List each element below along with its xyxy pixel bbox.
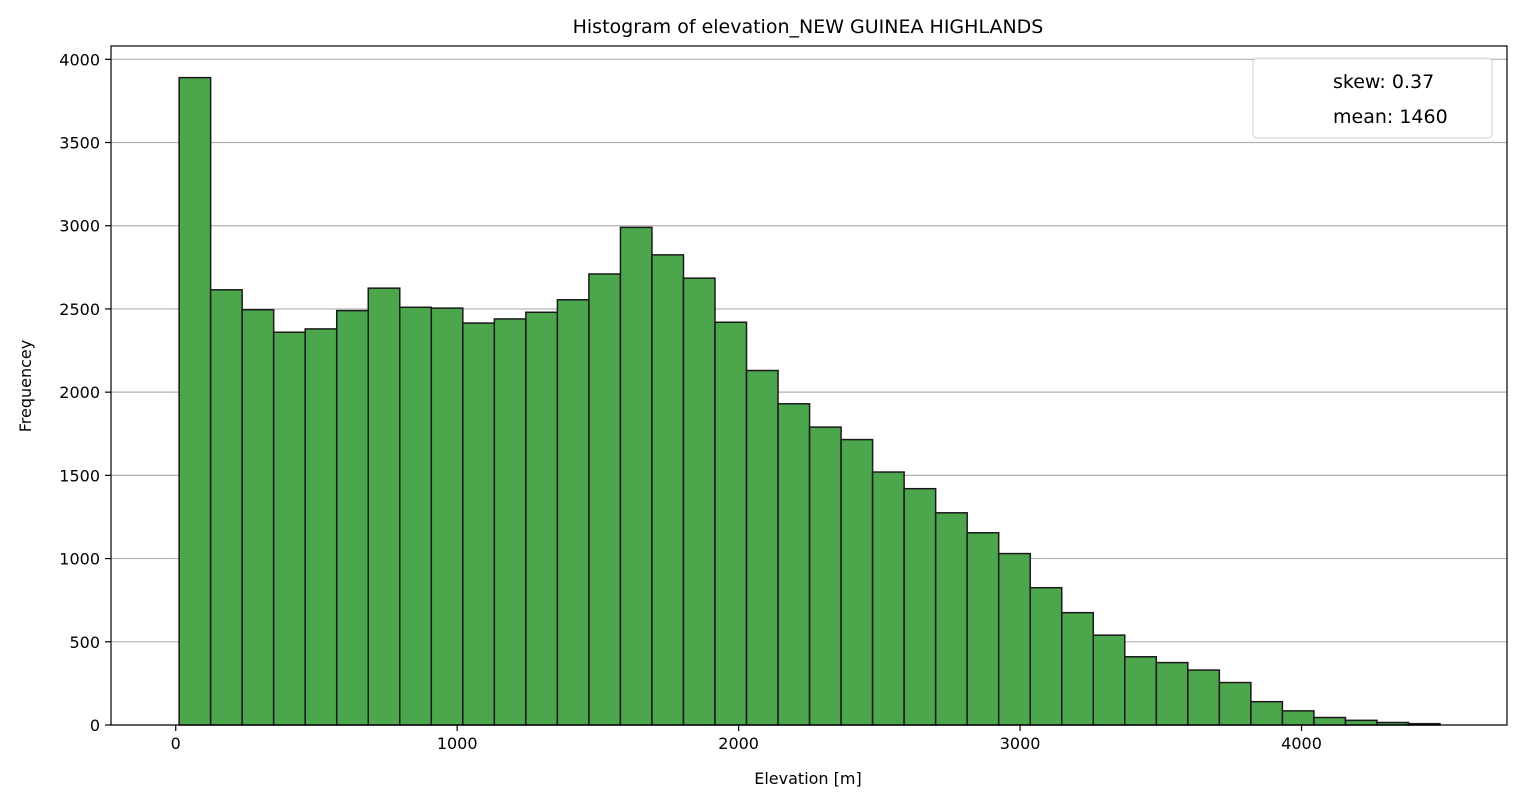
y-tick-label: 0	[90, 716, 100, 735]
histogram-bar	[525, 311, 559, 726]
histogram-bar	[777, 403, 811, 726]
histogram-bar	[241, 309, 275, 726]
histogram-bar	[588, 273, 622, 726]
y-axis-label: Frequencey	[16, 340, 35, 433]
plot-frame	[110, 45, 1508, 726]
y-tick-label: 1500	[59, 466, 100, 485]
histogram-bar	[1124, 656, 1158, 726]
x-axis-ticks: 0 1000 2000 3000 4000	[171, 725, 1322, 753]
histogram-bar	[682, 277, 716, 726]
x-tick-label: 4000	[1281, 734, 1322, 753]
histogram-bar	[1092, 634, 1126, 726]
histogram-bar	[1313, 716, 1347, 726]
legend-box	[1252, 57, 1493, 139]
histogram-bar	[1060, 611, 1095, 726]
histogram-bar	[871, 471, 905, 726]
y-axis-ticks: 0 500 1000 1500 2000 2500 3000 3500 4000	[59, 50, 111, 735]
histogram-bar	[272, 331, 306, 726]
histogram-bar	[1218, 681, 1252, 726]
y-tick-label: 4000	[59, 50, 100, 69]
x-tick-label: 1000	[437, 734, 478, 753]
y-tick-label: 3500	[59, 134, 100, 153]
histogram-bar	[714, 321, 748, 726]
histogram-bar	[1029, 586, 1063, 726]
y-tick-label: 500	[69, 633, 100, 652]
legend: skew: 0.37 mean: 1460	[1252, 57, 1493, 139]
y-tick-label: 2000	[59, 383, 100, 402]
histogram-bar	[209, 289, 243, 726]
histogram-bar	[178, 76, 212, 726]
histogram-bar	[651, 254, 685, 726]
x-tick-label: 3000	[1000, 734, 1041, 753]
x-axis-label: Elevation [m]	[754, 769, 861, 788]
histogram-bars	[178, 76, 1441, 726]
x-tick-label: 0	[171, 734, 181, 753]
histogram-bar	[619, 226, 653, 726]
histogram-bar	[1187, 669, 1221, 726]
chart-title: Histogram of elevation_NEW GUINEA HIGHLA…	[573, 16, 1044, 38]
y-tick-label: 1000	[59, 550, 100, 569]
histogram-bar	[934, 512, 968, 726]
histogram-bar	[997, 552, 1031, 726]
y-tick-label: 3000	[59, 217, 100, 236]
histogram-bar	[335, 309, 369, 726]
legend-entry-skew: skew: 0.37	[1333, 71, 1434, 93]
legend-entry-mean: mean: 1460	[1333, 106, 1448, 128]
histogram-bar	[493, 318, 527, 726]
histogram-bar	[966, 532, 1000, 726]
histogram-bar	[808, 426, 842, 726]
histogram-bar	[745, 369, 779, 726]
histogram-bar	[304, 328, 338, 726]
histogram-bar	[903, 487, 937, 726]
histogram-bar	[462, 322, 496, 726]
histogram-bar	[430, 307, 464, 726]
histogram-bar	[367, 287, 401, 726]
histogram-bar	[556, 299, 590, 726]
histogram-bar	[1250, 700, 1284, 726]
histogram-bar	[1281, 710, 1315, 726]
histogram-bar	[840, 438, 874, 726]
histogram-bar	[399, 306, 433, 726]
x-tick-label: 2000	[718, 734, 759, 753]
histogram-bar	[1344, 719, 1378, 726]
histogram-bar	[1155, 661, 1189, 726]
y-tick-label: 2500	[59, 300, 100, 319]
